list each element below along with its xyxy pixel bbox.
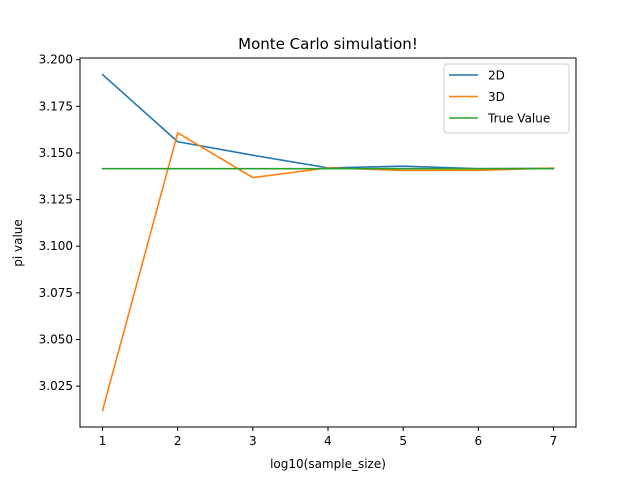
plot-lines [101,73,555,412]
y-tick-label: 3.125 [39,193,73,207]
legend-label: True Value [487,112,550,126]
y-tick-label: 3.100 [39,239,73,253]
y-tick-label: 3.200 [39,53,73,67]
legend-box [443,63,570,134]
x-axis-ticks: 1 2 3 4 5 6 7 [99,427,558,448]
y-tick-label: 3.050 [39,333,73,347]
x-tick-label: 2 [174,434,182,448]
y-tick-label: 3.150 [39,146,73,160]
y-tick-label: 3.175 [39,99,73,113]
y-axis-label: pi value [11,219,25,267]
legend: 2D 3D True Value [443,63,570,134]
x-tick-label: 5 [399,434,407,448]
x-tick-label: 1 [99,434,107,448]
chart-title: Monte Carlo simulation! [238,35,418,53]
legend-label: 3D [488,90,505,104]
y-axis-ticks: 3.025 3.050 3.075 3.100 3.125 3.150 3.175 3.200 [39,53,80,393]
legend-label: 2D [488,69,505,83]
x-tick-label: 7 [550,434,558,448]
y-tick-label: 3.025 [39,379,73,393]
x-tick-label: 3 [249,434,257,448]
y-tick-label: 3.075 [39,286,73,300]
x-axis-label: log10(sample_size) [270,457,386,471]
x-tick-label: 4 [324,434,332,448]
x-tick-label: 6 [474,434,482,448]
